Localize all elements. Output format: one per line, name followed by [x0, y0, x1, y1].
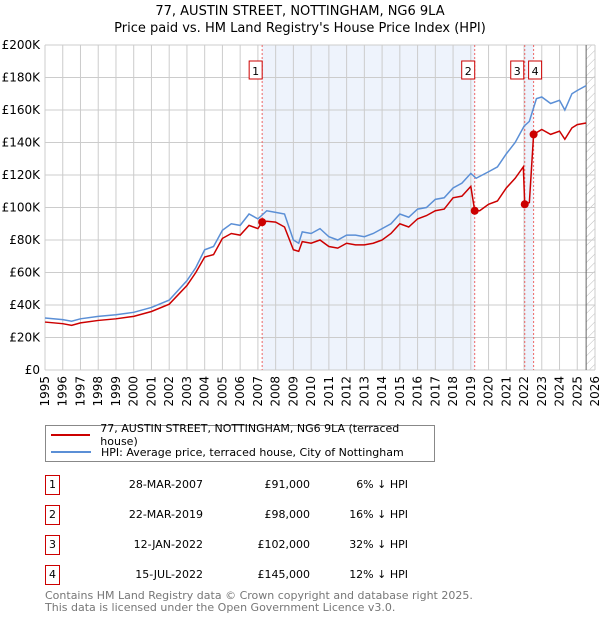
sale-label-number: 3 — [514, 65, 521, 78]
chart-subtitle: Price paid vs. HM Land Registry's House … — [114, 21, 486, 36]
sale-date: 22-MAR-2019 — [128, 508, 203, 521]
y-tick-label: £200K — [2, 38, 42, 52]
sale-point — [258, 218, 267, 227]
sale-row: 4 15-JUL-2022 £145,000 12% ↓ HPI — [45, 565, 445, 585]
x-tick-label: 2006 — [233, 376, 247, 407]
sale-price: £91,000 — [264, 478, 311, 491]
x-tick-label: 2007 — [251, 376, 265, 407]
y-tick-label: £0 — [25, 363, 40, 377]
y-tick-label: £180K — [2, 71, 42, 85]
x-tick-label: 2002 — [162, 376, 176, 407]
sale-label-number: 2 — [465, 65, 472, 78]
chart-title: 77, AUSTIN STREET, NOTTINGHAM, NG6 9LA — [155, 4, 445, 19]
x-tick-label: 1996 — [56, 376, 70, 407]
x-tick-label: 2022 — [517, 376, 531, 407]
sale-label-number: 4 — [532, 65, 539, 78]
x-tick-label: 2024 — [553, 376, 567, 407]
sale-price: £145,000 — [257, 568, 311, 581]
y-tick-label: £80K — [9, 233, 41, 247]
legend-label: 77, AUSTIN STREET, NOTTINGHAM, NG6 9LA (… — [100, 422, 400, 448]
sale-hpi-diff: 12% ↓ HPI — [349, 568, 408, 581]
y-tick-label: £20K — [9, 331, 41, 345]
legend-swatch-blue — [51, 451, 91, 453]
x-tick-label: 2003 — [180, 376, 194, 407]
sale-hpi-diff: 6% ↓ HPI — [356, 478, 408, 491]
footer-licence: This data is licensed under the Open Gov… — [45, 601, 396, 614]
x-tick-label: 2008 — [269, 376, 283, 407]
x-tick-label: 2016 — [411, 376, 425, 407]
x-tick-label: 2017 — [428, 376, 442, 407]
x-tick-label: 2000 — [127, 376, 141, 407]
sale-row: 2 22-MAR-2019 £98,000 16% ↓ HPI — [45, 505, 445, 525]
x-tick-label: 2013 — [357, 376, 371, 407]
legend-label: HPI: Average price, terraced house, City… — [101, 445, 404, 459]
y-tick-label: £160K — [2, 103, 42, 117]
sale-hpi-diff: 16% ↓ HPI — [349, 508, 408, 521]
x-tick-label: 1997 — [73, 376, 87, 407]
x-tick-label: 2021 — [499, 376, 513, 407]
x-tick-label: 2011 — [322, 376, 336, 407]
sale-date: 28-MAR-2007 — [128, 478, 203, 491]
sale-price: £98,000 — [264, 508, 311, 521]
x-tick-label: 2025 — [570, 376, 584, 407]
sale-number: 4 — [45, 565, 60, 585]
sale-label-box — [528, 60, 543, 80]
legend: 77, AUSTIN STREET, NOTTINGHAM, NG6 9LA (… — [45, 422, 435, 462]
x-tick-label: 2005 — [215, 376, 229, 407]
sale-point — [470, 206, 479, 215]
sale-number: 2 — [45, 505, 60, 525]
sale-row: 3 12-JAN-2022 £102,000 32% ↓ HPI — [45, 535, 445, 555]
x-tick-label: 2019 — [464, 376, 478, 407]
x-tick-label: 1998 — [91, 376, 105, 407]
sale-number: 1 — [45, 475, 60, 495]
x-tick-label: 2010 — [304, 376, 318, 407]
sale-label-box — [510, 60, 525, 80]
line-chart: £0 £20K £40K £60K £80K £100K £120K £140K £160K £1… — [2, 38, 600, 407]
sale-label-box — [461, 60, 476, 80]
x-tick-label: 2004 — [198, 376, 212, 407]
sale-label-number: 1 — [252, 65, 259, 78]
sale-point — [520, 200, 529, 209]
x-tick-label: 2014 — [375, 376, 389, 407]
sale-date: 12-JAN-2022 — [133, 538, 203, 551]
footer-copyright: Contains HM Land Registry data © Crown c… — [45, 589, 473, 602]
sale-hpi-diff: 32% ↓ HPI — [349, 538, 408, 551]
x-tick-label: 2015 — [393, 376, 407, 407]
hpi-line — [44, 84, 587, 323]
x-tick-label: 2023 — [535, 376, 549, 407]
legend-item-property: 77, AUSTIN STREET, NOTTINGHAM, NG6 9LA (… — [51, 422, 434, 448]
sale-date: 15-JUL-2022 — [135, 568, 203, 581]
x-tick-label: 1995 — [38, 376, 52, 407]
sale-label-box — [248, 60, 263, 80]
y-tick-label: £60K — [9, 266, 41, 280]
sale-number: 3 — [45, 535, 60, 555]
x-tick-label: 2009 — [286, 376, 300, 407]
y-tick-label: £140K — [2, 136, 42, 150]
y-tick-label: £100K — [2, 201, 42, 215]
legend-item-hpi: HPI: Average price, terraced house, City… — [51, 444, 404, 460]
x-tick-label: 2012 — [340, 376, 354, 407]
sale-price: £102,000 — [257, 538, 311, 551]
legend-swatch-red — [51, 434, 91, 436]
x-tick-label: 2018 — [446, 376, 460, 407]
sale-row: 1 28-MAR-2007 £91,000 6% ↓ HPI — [45, 475, 445, 495]
x-tick-label: 2001 — [144, 376, 158, 407]
y-tick-label: £40K — [9, 298, 41, 312]
sale-point — [529, 130, 538, 139]
x-tick-label: 2020 — [482, 376, 496, 407]
x-tick-label: 1999 — [109, 376, 123, 407]
y-tick-label: £120K — [2, 168, 42, 182]
x-tick-label: 2026 — [588, 376, 600, 407]
price-paid-line — [44, 122, 587, 327]
